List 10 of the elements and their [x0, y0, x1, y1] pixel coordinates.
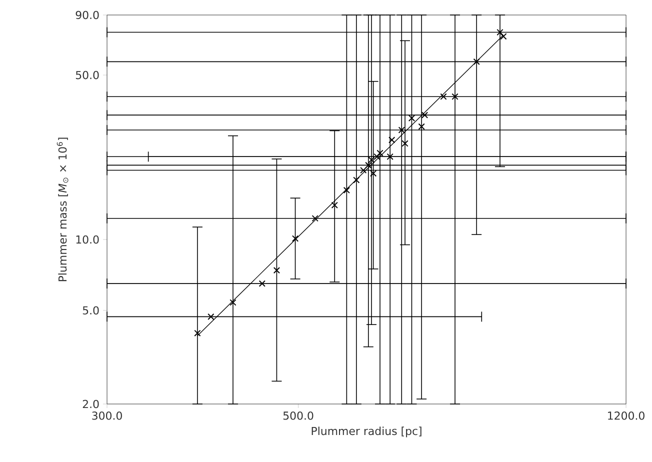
x-tick-label: 300.0 [92, 412, 122, 420]
y-tick-label: 90.0 [76, 10, 99, 20]
x-axis-title: Plummer radius [pc] [312, 426, 422, 438]
y-tick-label: 50.0 [76, 70, 99, 80]
x-tick-label: 1200.0 [608, 412, 644, 420]
x-tick-label: 500.0 [283, 412, 314, 420]
y-tick-label: 2.0 [82, 400, 99, 408]
y-tick-label: 5.0 [82, 306, 99, 314]
y-axis-title: Plummer mass [M$_{⊙}$ × 10$^{6}$] [56, 138, 68, 282]
y-tick-label: 10.0 [76, 235, 99, 244]
